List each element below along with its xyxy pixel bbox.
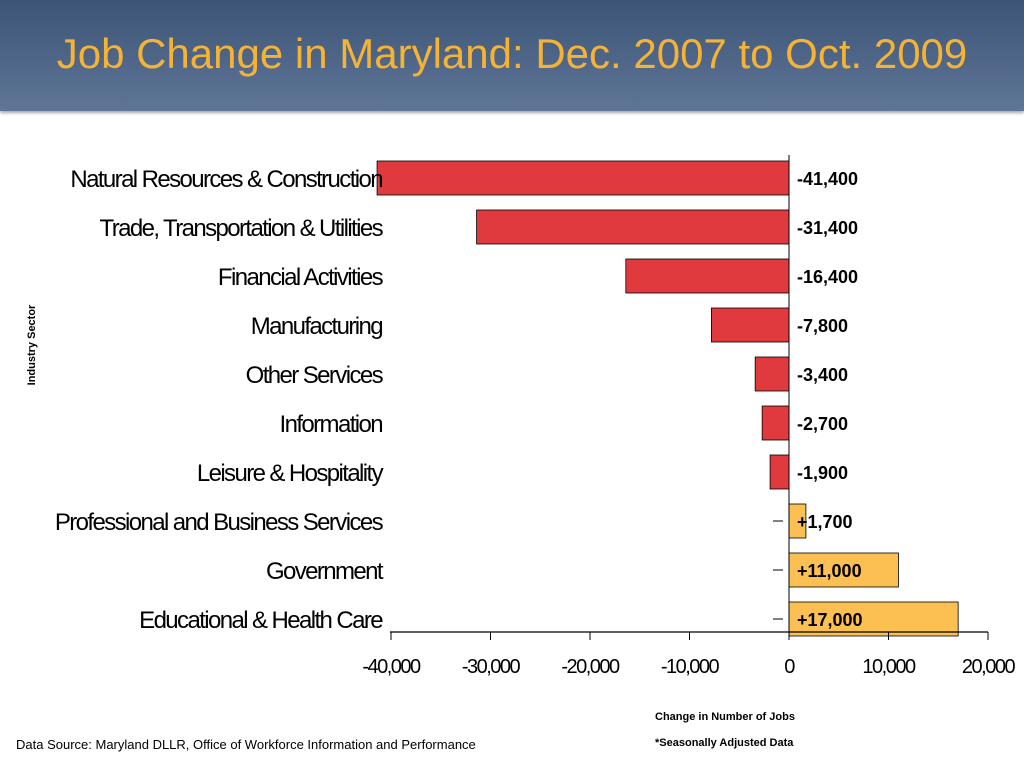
data-label-educational-and-health-care: +17,000 xyxy=(797,610,863,630)
data-label-manufacturing: -7,800 xyxy=(797,316,848,336)
x-tick-label: 20,000 xyxy=(962,656,1016,678)
x-tick-label: -30,000 xyxy=(462,656,521,678)
x-tick-label: 10,000 xyxy=(862,656,916,678)
x-axis-title: Change in Number of Jobs xyxy=(655,711,795,723)
category-label-educational-and-health-care: Educational & Health Care xyxy=(139,607,383,634)
category-label-professional-and-business-services: Professional and Business Services xyxy=(55,509,384,536)
category-label-trade-transportation-and-utilities: Trade, Transportation & Utilities xyxy=(100,215,384,242)
bar-leisure-and-hospitality xyxy=(769,454,790,490)
page-title: Job Change in Maryland: Dec. 2007 to Oct… xyxy=(56,30,968,77)
x-tick-label: -20,000 xyxy=(561,656,620,678)
category-label-information: Information xyxy=(280,411,383,438)
data-label-natural-resources-and-construction: -41,400 xyxy=(797,169,858,189)
title-band xyxy=(0,0,1024,111)
category-label-manufacturing: Manufacturing xyxy=(251,313,383,340)
footnote: *Seasonally Adjusted Data xyxy=(655,737,794,749)
x-tick-label: -40,000 xyxy=(362,656,421,678)
data-label-bg xyxy=(797,557,887,583)
data-label-information: -2,700 xyxy=(797,414,848,434)
bar-natural-resources-and-construction xyxy=(376,160,790,196)
data-label-professional-and-business-services: +1,700 xyxy=(797,512,853,532)
bar-other-services xyxy=(754,356,790,392)
data-label-bg xyxy=(797,606,887,632)
data-label-financial-activities: -16,400 xyxy=(797,267,858,287)
x-tick-label: -10,000 xyxy=(661,656,720,678)
data-source: Data Source: Maryland DLLR, Office of Wo… xyxy=(16,737,476,752)
x-tick-label: 0 xyxy=(784,656,795,678)
category-label-government: Government xyxy=(266,558,384,585)
category-label-leisure-and-hospitality: Leisure & Hospitality xyxy=(197,460,384,487)
data-label-leisure-and-hospitality: -1,900 xyxy=(797,463,848,483)
y-axis-title: Industry Sector xyxy=(26,304,38,386)
bar-financial-activities xyxy=(625,258,790,294)
data-label-other-services: -3,400 xyxy=(797,365,848,385)
data-label-government: +11,000 xyxy=(797,561,862,581)
bar-trade-transportation-and-utilities xyxy=(476,209,790,245)
category-label-other-services: Other Services xyxy=(246,362,384,389)
category-label-natural-resources-and-construction: Natural Resources & Construction xyxy=(70,166,382,193)
bar-information xyxy=(761,405,790,441)
bar-manufacturing xyxy=(710,307,790,343)
category-label-financial-activities: Financial Activities xyxy=(218,264,384,291)
data-label-trade-transportation-and-utilities: -31,400 xyxy=(797,218,858,238)
